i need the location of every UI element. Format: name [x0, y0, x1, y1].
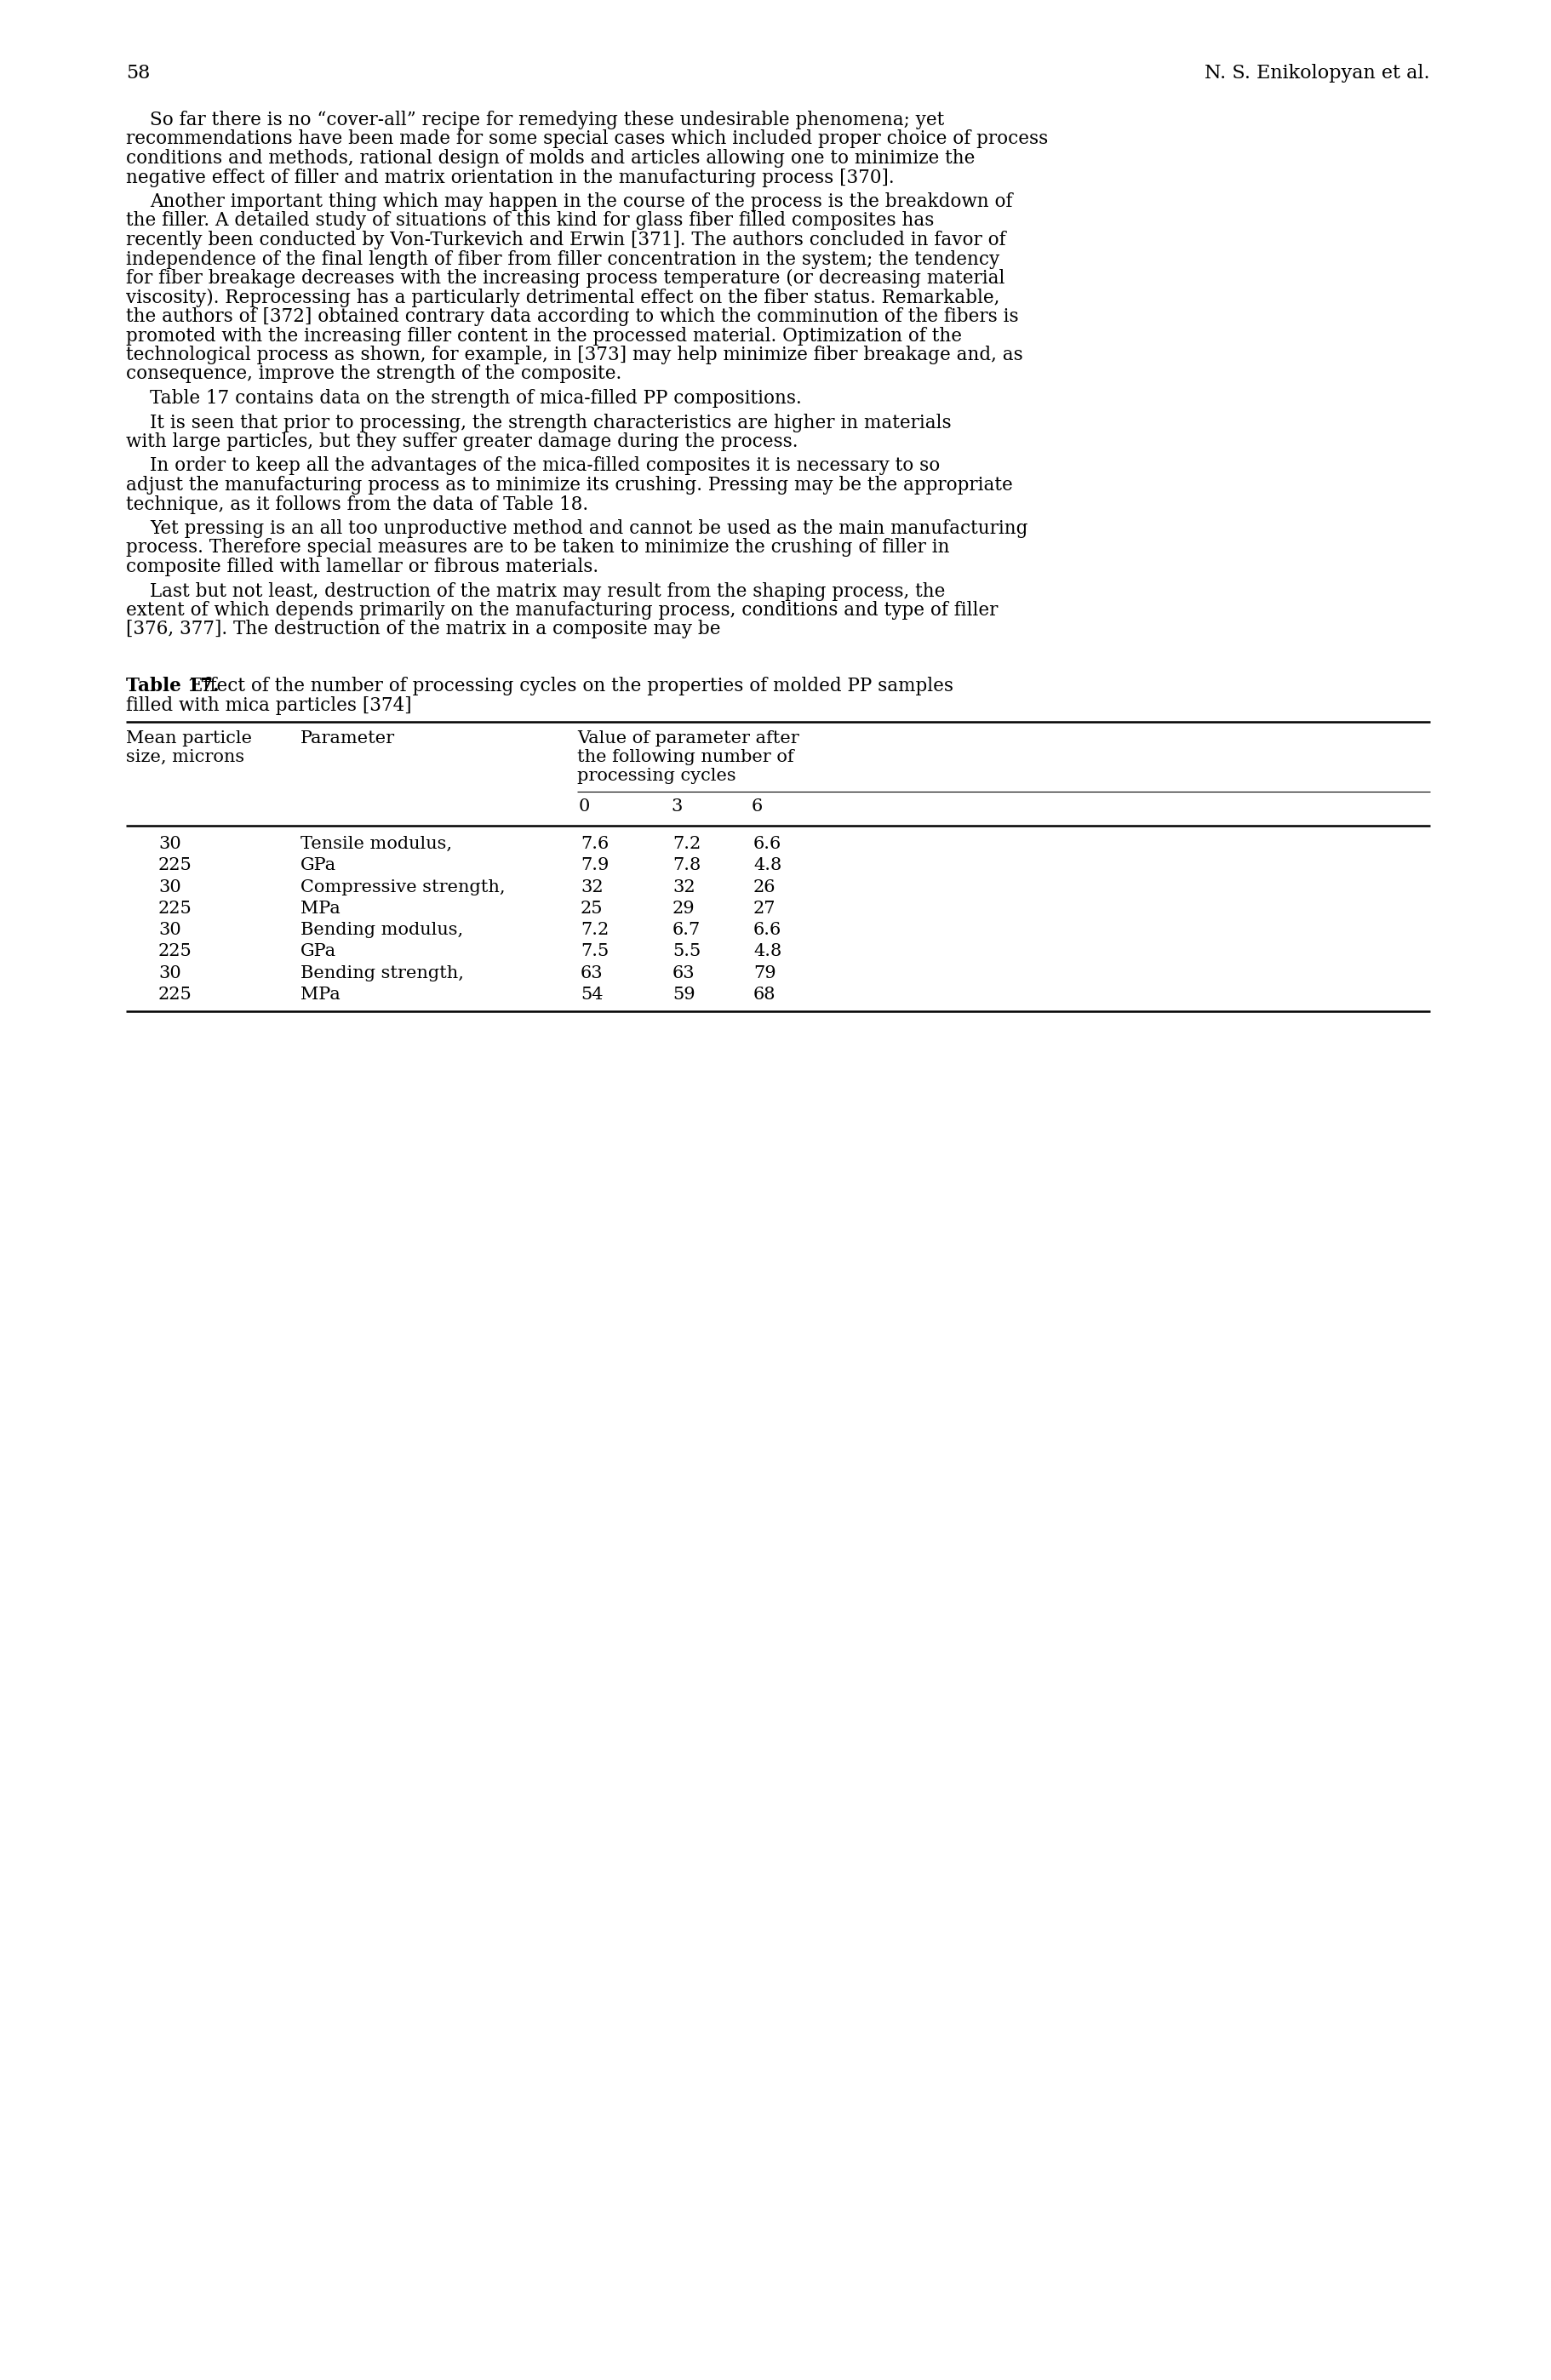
Text: process. Therefore special measures are to be taken to minimize the crushing of : process. Therefore special measures are …	[126, 538, 949, 557]
Text: 225: 225	[158, 900, 192, 916]
Text: 7.8: 7.8	[673, 857, 701, 873]
Text: Another important thing which may happen in the course of the process is the bre: Another important thing which may happen…	[150, 193, 1013, 212]
Text: 30: 30	[158, 966, 181, 981]
Text: recently been conducted by Von-Turkevich and Erwin [371]. The authors concluded : recently been conducted by Von-Turkevich…	[126, 231, 1007, 250]
Text: Tensile modulus,: Tensile modulus,	[301, 835, 451, 852]
Text: 4.8: 4.8	[754, 942, 782, 959]
Text: Bending strength,: Bending strength,	[301, 966, 464, 981]
Text: size, microns: size, microns	[126, 750, 245, 766]
Text: 225: 225	[158, 942, 192, 959]
Text: 225: 225	[158, 988, 192, 1002]
Text: Yet pressing is an all too unproductive method and cannot be used as the main ma: Yet pressing is an all too unproductive …	[150, 519, 1028, 538]
Text: the filler. A detailed study of situations of this kind for glass fiber filled c: the filler. A detailed study of situatio…	[126, 212, 934, 231]
Text: 54: 54	[580, 988, 603, 1002]
Text: 6.6: 6.6	[754, 921, 782, 938]
Text: 3: 3	[670, 797, 682, 814]
Text: filled with mica particles [374]: filled with mica particles [374]	[126, 695, 411, 714]
Text: composite filled with lamellar or fibrous materials.: composite filled with lamellar or fibrou…	[126, 557, 599, 576]
Text: 58: 58	[126, 64, 150, 83]
Text: GPa: GPa	[301, 942, 337, 959]
Text: conditions and methods, rational design of molds and articles allowing one to mi: conditions and methods, rational design …	[126, 150, 976, 167]
Text: 0: 0	[579, 797, 591, 814]
Text: 26: 26	[754, 878, 776, 895]
Text: GPa: GPa	[301, 857, 337, 873]
Text: 30: 30	[158, 878, 181, 895]
Text: Parameter: Parameter	[301, 731, 396, 747]
Text: 4.8: 4.8	[754, 857, 782, 873]
Text: 7.2: 7.2	[673, 835, 701, 852]
Text: MPa: MPa	[301, 988, 340, 1002]
Text: Compressive strength,: Compressive strength,	[301, 878, 506, 895]
Text: adjust the manufacturing process as to minimize its crushing. Pressing may be th: adjust the manufacturing process as to m…	[126, 476, 1013, 495]
Text: negative effect of filler and matrix orientation in the manufacturing process [3: negative effect of filler and matrix ori…	[126, 169, 895, 188]
Text: Mean particle: Mean particle	[126, 731, 251, 747]
Text: 30: 30	[158, 921, 181, 938]
Text: Effect of the number of processing cycles on the properties of molded PP samples: Effect of the number of processing cycle…	[185, 676, 954, 695]
Text: 7.2: 7.2	[580, 921, 610, 938]
Text: technological process as shown, for example, in [373] may help minimize fiber br: technological process as shown, for exam…	[126, 345, 1024, 364]
Text: 5.5: 5.5	[673, 942, 701, 959]
Text: So far there is no “cover-all” recipe for remedying these undesirable phenomena;: So far there is no “cover-all” recipe fo…	[150, 109, 945, 129]
Text: for fiber breakage decreases with the increasing process temperature (or decreas: for fiber breakage decreases with the in…	[126, 269, 1005, 288]
Text: 7.5: 7.5	[580, 942, 610, 959]
Text: It is seen that prior to processing, the strength characteristics are higher in : It is seen that prior to processing, the…	[150, 414, 951, 433]
Text: 63: 63	[673, 966, 695, 981]
Text: 25: 25	[580, 900, 603, 916]
Text: N. S. Enikolopyan et al.: N. S. Enikolopyan et al.	[1205, 64, 1430, 83]
Text: promoted with the increasing filler content in the processed material. Optimizat: promoted with the increasing filler cont…	[126, 326, 962, 345]
Text: 6: 6	[752, 797, 763, 814]
Text: 30: 30	[158, 835, 181, 852]
Text: Last but not least, destruction of the matrix may result from the shaping proces: Last but not least, destruction of the m…	[150, 581, 945, 600]
Text: processing cycles: processing cycles	[577, 769, 737, 783]
Text: [376, 377]. The destruction of the matrix in a composite may be: [376, 377]. The destruction of the matri…	[126, 621, 721, 638]
Text: 7.6: 7.6	[580, 835, 610, 852]
Text: Table 17.: Table 17.	[126, 676, 219, 695]
Text: 63: 63	[580, 966, 603, 981]
Text: 7.9: 7.9	[580, 857, 610, 873]
Text: Bending modulus,: Bending modulus,	[301, 921, 464, 938]
Text: 6.6: 6.6	[754, 835, 782, 852]
Text: 59: 59	[673, 988, 695, 1002]
Text: 6.7: 6.7	[673, 921, 701, 938]
Text: technique, as it follows from the data of Table 18.: technique, as it follows from the data o…	[126, 495, 588, 514]
Text: consequence, improve the strength of the composite.: consequence, improve the strength of the…	[126, 364, 622, 383]
Text: independence of the final length of fiber from filler concentration in the syste: independence of the final length of fibe…	[126, 250, 999, 269]
Text: 68: 68	[754, 988, 776, 1002]
Text: 32: 32	[580, 878, 603, 895]
Text: the following number of: the following number of	[577, 750, 794, 766]
Text: Table 17 contains data on the strength of mica-filled PP compositions.: Table 17 contains data on the strength o…	[150, 388, 802, 407]
Text: MPa: MPa	[301, 900, 340, 916]
Text: 32: 32	[673, 878, 695, 895]
Text: Value of parameter after: Value of parameter after	[577, 731, 799, 747]
Text: 29: 29	[673, 900, 695, 916]
Text: extent of which depends primarily on the manufacturing process, conditions and t: extent of which depends primarily on the…	[126, 602, 997, 619]
Text: with large particles, but they suffer greater damage during the process.: with large particles, but they suffer gr…	[126, 433, 799, 452]
Text: viscosity). Reprocessing has a particularly detrimental effect on the fiber stat: viscosity). Reprocessing has a particula…	[126, 288, 1000, 307]
Text: recommendations have been made for some special cases which included proper choi: recommendations have been made for some …	[126, 131, 1048, 148]
Text: 79: 79	[754, 966, 776, 981]
Text: the authors of [372] obtained contrary data according to which the comminution o: the authors of [372] obtained contrary d…	[126, 307, 1019, 326]
Text: 27: 27	[754, 900, 776, 916]
Text: In order to keep all the advantages of the mica-filled composites it is necessar: In order to keep all the advantages of t…	[150, 457, 940, 476]
Text: 225: 225	[158, 857, 192, 873]
